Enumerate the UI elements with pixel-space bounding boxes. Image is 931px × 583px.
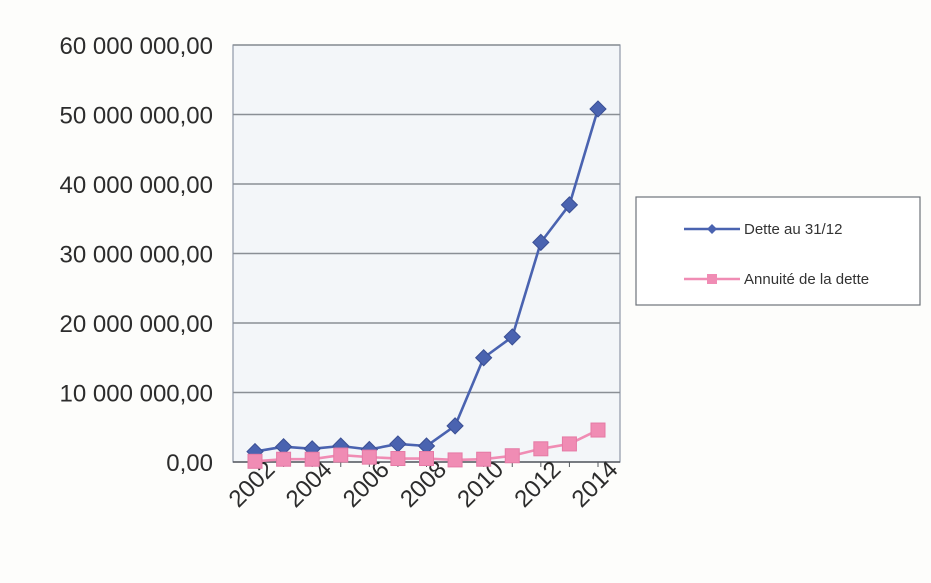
y-tick-label: 10 000 000,00 <box>60 381 213 408</box>
legend-entry: Dette au 31/12 <box>684 221 842 238</box>
legend: Dette au 31/12 Annuité de la dette <box>635 196 921 306</box>
data-point <box>419 451 434 467</box>
data-point <box>503 328 521 346</box>
plot-area <box>232 44 621 463</box>
y-tick-label: 40 000 000,00 <box>60 172 213 199</box>
data-point <box>390 451 406 467</box>
legend-label: Annuité de la dette <box>744 271 869 288</box>
legend-box <box>635 196 921 306</box>
x-tick-label: 2012 <box>509 456 566 513</box>
y-tick-label: 20 000 000,00 <box>60 311 213 338</box>
data-point <box>589 100 607 118</box>
series-dette <box>246 100 607 461</box>
data-point <box>361 449 377 465</box>
series-annuite <box>247 422 606 469</box>
data-point <box>532 233 550 252</box>
data-point <box>504 448 520 464</box>
y-tick-label: 50 000 000,00 <box>60 103 213 130</box>
series-layer <box>246 100 607 469</box>
data-point <box>476 451 492 467</box>
data-point <box>304 451 320 467</box>
legend-label: Dette au 31/12 <box>744 221 842 238</box>
data-point <box>474 349 493 367</box>
data-point <box>333 447 349 463</box>
data-point <box>590 422 606 438</box>
y-axis: 0,00 10 000 000,00 20 000 000,00 30 000 000… <box>60 33 213 477</box>
data-point <box>446 417 464 435</box>
legend-entry: Annuité de la dette <box>684 271 869 288</box>
data-point <box>276 451 292 467</box>
data-point <box>447 452 463 468</box>
legend-marker <box>707 274 717 284</box>
data-point <box>533 441 549 457</box>
data-point <box>247 453 263 469</box>
legend-marker <box>707 224 717 234</box>
x-tick-label: 2014 <box>567 456 624 513</box>
y-tick-label: 60 000 000,00 <box>60 33 213 60</box>
y-tick-label: 30 000 000,00 <box>60 242 213 269</box>
y-tick-label: 0,00 <box>166 450 213 477</box>
data-point <box>560 196 579 214</box>
data-point <box>561 436 577 452</box>
